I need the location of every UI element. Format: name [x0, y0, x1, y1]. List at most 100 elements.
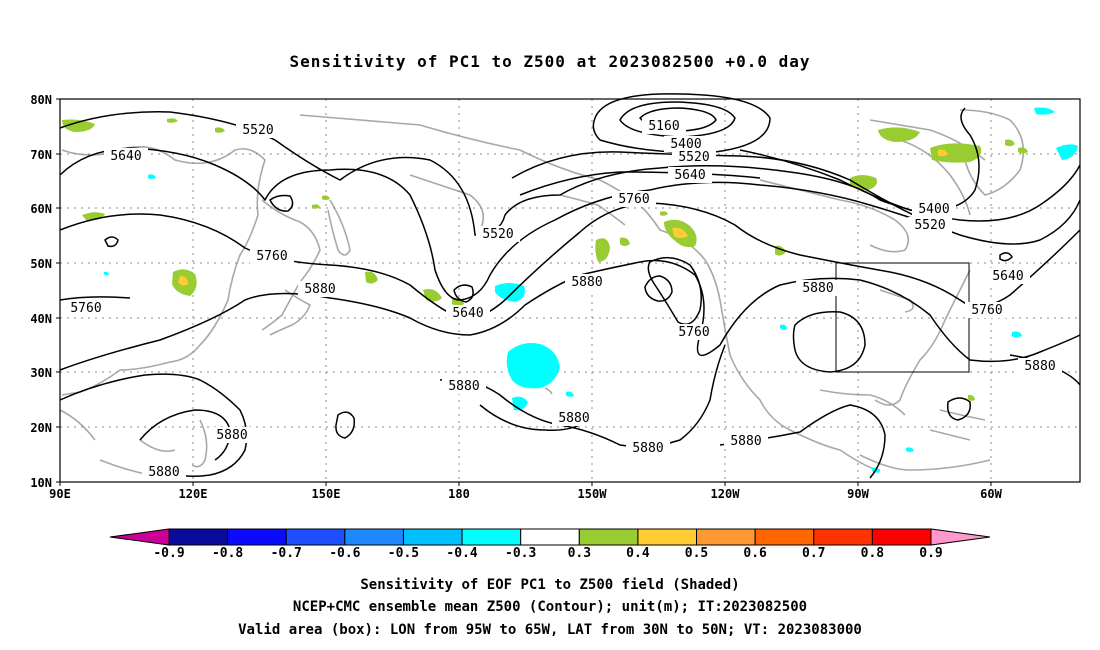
contour-label: 5760 [618, 192, 649, 207]
contour-label: 5400 [918, 202, 949, 217]
lon-label: 150W [578, 487, 608, 501]
shade-patch [1012, 331, 1022, 338]
shade-patch [1034, 107, 1055, 115]
shade-patch [104, 271, 109, 276]
lon-label: 180 [448, 487, 470, 501]
contour-label: 5160 [648, 119, 679, 134]
colorbar-label: 0.5 [685, 546, 708, 561]
colorbar-swatch [754, 528, 815, 546]
colorbar-label: -0.5 [388, 546, 419, 561]
shade-patch [215, 127, 225, 133]
shade-patch [620, 237, 630, 246]
contour-5760-south [59, 296, 131, 301]
lat-label: 10N [30, 476, 52, 490]
colorbar-swatch [285, 528, 346, 546]
map-frame [59, 98, 1081, 483]
contour-label: 5520 [482, 227, 513, 242]
colorbar-swatch [871, 528, 932, 546]
contour-small-e [104, 236, 119, 248]
colorbar: -0.9 -0.8 -0.7 -0.6 -0.5 -0.4 -0.3 0.3 0.4 0.5 0.6… [109, 528, 991, 561]
lat-label: 30N [30, 366, 52, 380]
contour-label: 5880 [558, 411, 589, 426]
contour-label: 5880 [571, 275, 602, 290]
contour-5760-low [647, 256, 702, 325]
contour-label: 5640 [452, 306, 483, 321]
longitude-labels: 90E 120E 150E 180 150W 120W 90W 60W [49, 487, 1002, 501]
shade-patch [1056, 144, 1078, 160]
lat-label: 50N [30, 257, 52, 271]
colorbar-label: 0.6 [743, 546, 767, 561]
caption-line-3: Valid area (box): LON from 95W to 65W, L… [238, 622, 862, 638]
lon-label: 120W [711, 487, 741, 501]
colorbar-high-tip [930, 528, 991, 546]
contour-5400-ring [592, 93, 771, 154]
lat-label: 70N [30, 148, 52, 162]
shade-patch [595, 238, 610, 262]
colorbar-swatch [578, 528, 639, 546]
colorbar-label: -0.7 [271, 546, 302, 561]
lat-label: 20N [30, 421, 52, 435]
contour-small-c [269, 194, 294, 212]
contour-label: 5520 [914, 218, 945, 233]
shade-patch [1018, 147, 1028, 154]
contour-5880-asia-inner [139, 409, 231, 461]
colorbar-label: 0.9 [919, 546, 942, 561]
latitude-labels: 80N 70N 60N 50N 40N 30N 20N 10N [30, 93, 52, 490]
shade-patch [930, 143, 982, 163]
shade-patch [365, 271, 378, 284]
contour-5880-south-pacific [439, 344, 726, 448]
contour-label: 5880 [216, 428, 247, 443]
shade-patch [322, 195, 330, 200]
caption-line-1: Sensitivity of EOF PC1 to Z500 field (Sh… [360, 577, 739, 593]
contour-5880-low-ring [792, 311, 866, 373]
colorbar-low-tip [109, 528, 170, 546]
contour-label: 5640 [674, 168, 705, 183]
contour-label: 5760 [678, 325, 709, 340]
contour-label: 5880 [802, 281, 833, 296]
shade-patch [62, 119, 95, 132]
contour-5640-mid [519, 171, 761, 196]
contour-label: 5880 [1024, 359, 1055, 374]
shade-patch [968, 394, 975, 401]
colorbar-swatch [461, 528, 522, 546]
colorbar-swatch [227, 528, 287, 546]
colorbar-swatch [696, 528, 756, 546]
contour-small-f [999, 252, 1013, 262]
contour-5880-asia-south [59, 373, 248, 478]
contour-label: 5760 [70, 301, 101, 316]
contour-label: 5880 [730, 434, 761, 449]
contour-label: 5520 [678, 150, 709, 165]
shade-patch [906, 447, 914, 452]
colorbar-label: -0.4 [446, 546, 477, 561]
lat-label: 40N [30, 312, 52, 326]
shade-patch [312, 204, 320, 209]
contour-label: 5400 [670, 137, 701, 152]
contour-label: 5520 [242, 123, 273, 138]
contour-label: 5640 [992, 269, 1023, 284]
coastlines [59, 109, 1025, 476]
contour-5160-low [619, 101, 736, 138]
contour-label: 5760 [971, 303, 1002, 318]
colorbar-swatch [344, 528, 404, 546]
contour-label: 5760 [256, 249, 287, 264]
contour-label: 5880 [448, 379, 479, 394]
colorbar-swatch [813, 528, 873, 546]
colorbar-swatch [402, 528, 463, 546]
contour-small-b [946, 397, 971, 421]
lon-label: 120E [179, 487, 208, 501]
colorbar-swatch [520, 528, 580, 546]
contour-label: 5640 [110, 149, 141, 164]
shade-patch [506, 343, 560, 389]
shade-patch [167, 118, 178, 123]
colorbar-label: -0.3 [505, 546, 536, 561]
colorbar-label: 0.3 [568, 546, 591, 561]
colorbar-swatch [637, 528, 698, 546]
contour-small-d [453, 284, 474, 303]
shade-patch [1005, 139, 1015, 147]
lon-label: 90E [49, 487, 71, 501]
colorbar-label: -0.8 [212, 546, 243, 561]
colorbar-label: 0.8 [861, 546, 885, 561]
shade-patch [566, 391, 574, 397]
shade-patch [178, 276, 188, 286]
